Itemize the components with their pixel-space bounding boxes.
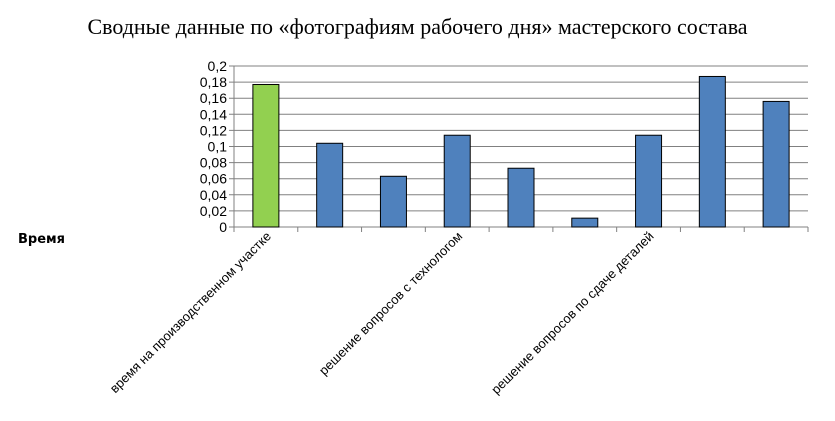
bar [316,142,344,228]
y-tick-label: 0,1 [208,139,228,155]
bar [698,75,726,228]
y-tick-label: 0,04 [200,187,227,203]
x-tick-label: решение вопросов с технологом [316,228,465,377]
y-tick-label: 0,02 [200,203,227,219]
y-tick-label: 0 [219,219,227,235]
bar [635,134,663,228]
bar [252,84,280,228]
y-tick-label: 0,08 [200,155,227,171]
y-tick-label: 0,16 [200,90,227,106]
y-tick-label: 0,18 [200,74,227,90]
x-tick-label: время на производственном участке [107,229,274,396]
y-tick-label: 0,2 [208,58,228,74]
bar [379,175,407,228]
y-tick-label: 0,12 [200,122,227,138]
chart-title: Сводные данные по «фотографиям рабочего … [87,14,748,39]
bar [571,217,599,228]
y-axis-label: Время [18,232,66,247]
bar [507,167,535,228]
x-tick-label: решение вопросов по сдаче деталей [488,229,657,398]
y-tick-label: 0,06 [200,171,227,187]
bar [762,100,790,228]
bar [443,134,471,228]
y-tick-label: 0,14 [200,106,227,122]
